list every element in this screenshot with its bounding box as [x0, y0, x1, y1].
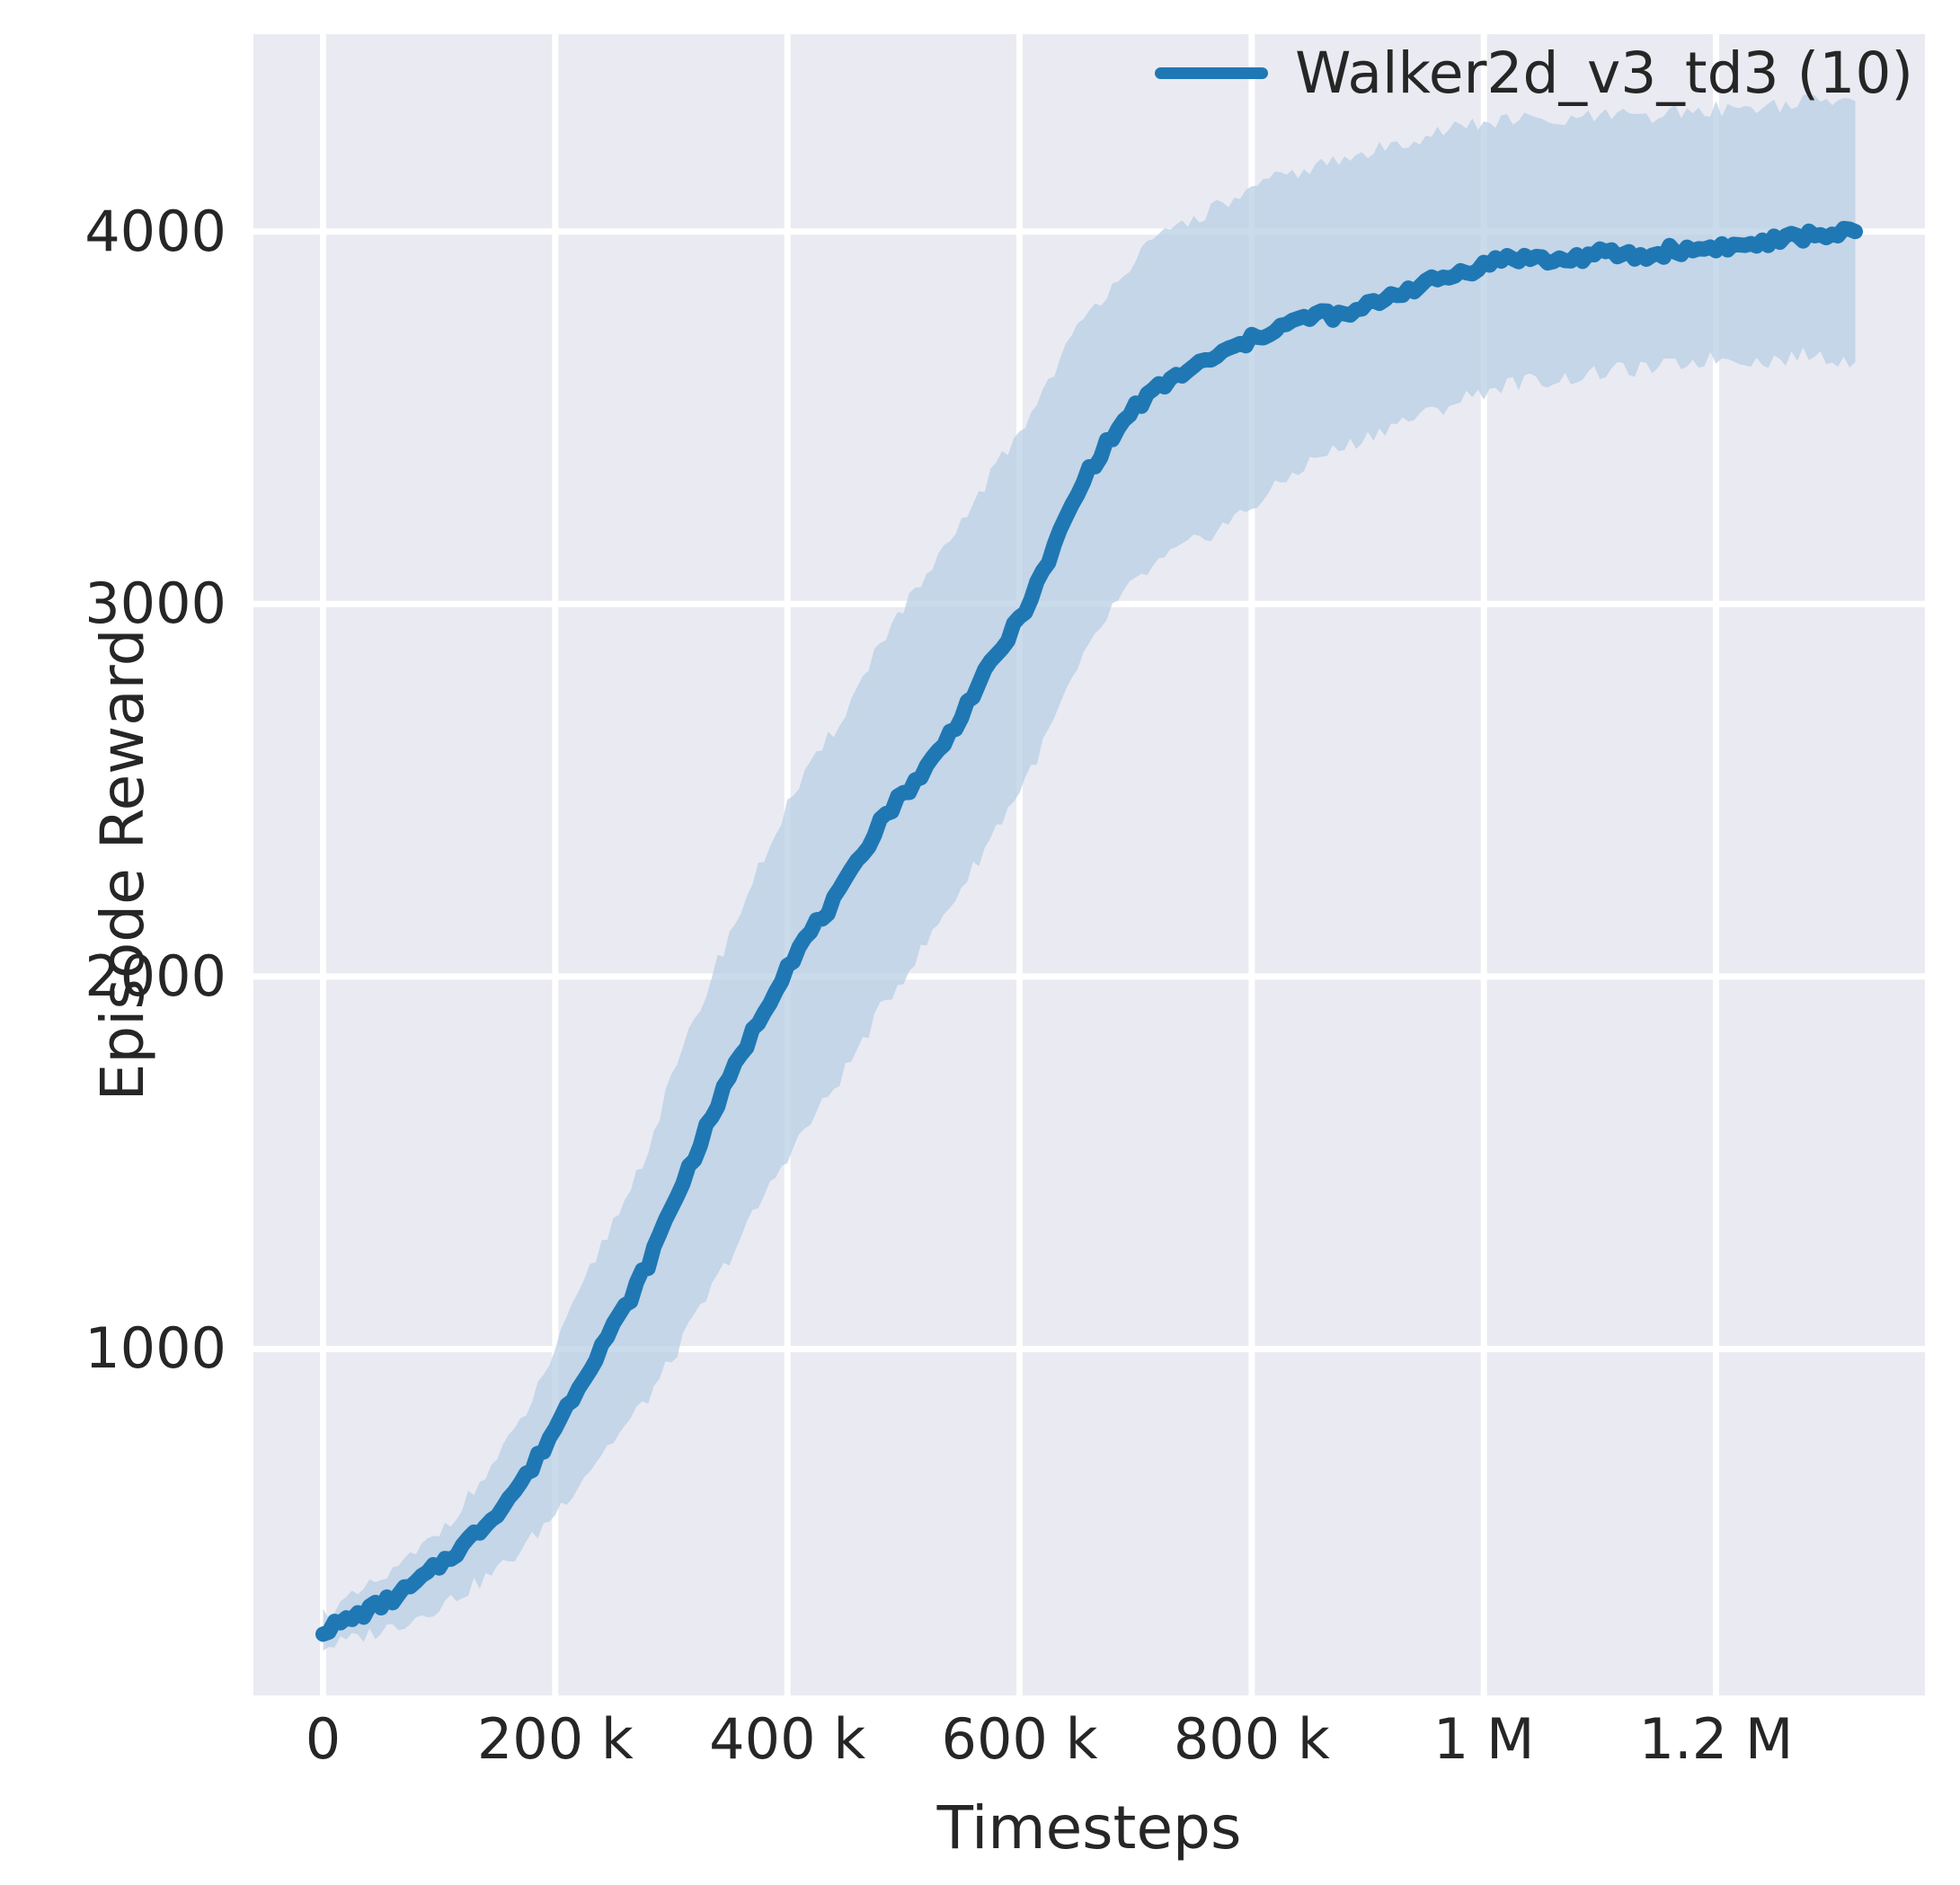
y-axis-tick-label: 4000: [84, 198, 226, 264]
y-axis-tick-label: 1000: [84, 1315, 226, 1382]
plot-area: [253, 34, 1925, 1695]
x-axis-tick-label: 1.2 M: [1638, 1706, 1794, 1772]
legend-entry-label: Walker2d_v3_td3 (10): [1295, 40, 1913, 106]
x-axis-tick-label: 600 k: [941, 1706, 1098, 1772]
chart-legend[interactable]: Walker2d_v3_td3 (10): [1139, 32, 1919, 114]
series-layer: [315, 93, 1863, 1651]
plot-svg: [253, 34, 1925, 1695]
series-line: [315, 220, 1863, 1642]
x-axis-tick-label: 200 k: [476, 1706, 634, 1772]
legend-line-swatch-icon: [1155, 67, 1269, 79]
y-axis-label: Episode Reward: [87, 628, 157, 1102]
x-axis-tick-label: 400 k: [709, 1706, 866, 1772]
x-axis-tick-label: 0: [305, 1706, 341, 1772]
x-axis-tick-label: 800 k: [1173, 1706, 1330, 1772]
y-axis-tick-label: 3000: [84, 571, 226, 637]
y-axis-tick-label: 2000: [84, 942, 226, 1009]
x-axis-tick-label: 1 M: [1432, 1706, 1535, 1772]
x-axis-label: Timesteps: [936, 1793, 1242, 1863]
confidence-band: [323, 93, 1856, 1651]
